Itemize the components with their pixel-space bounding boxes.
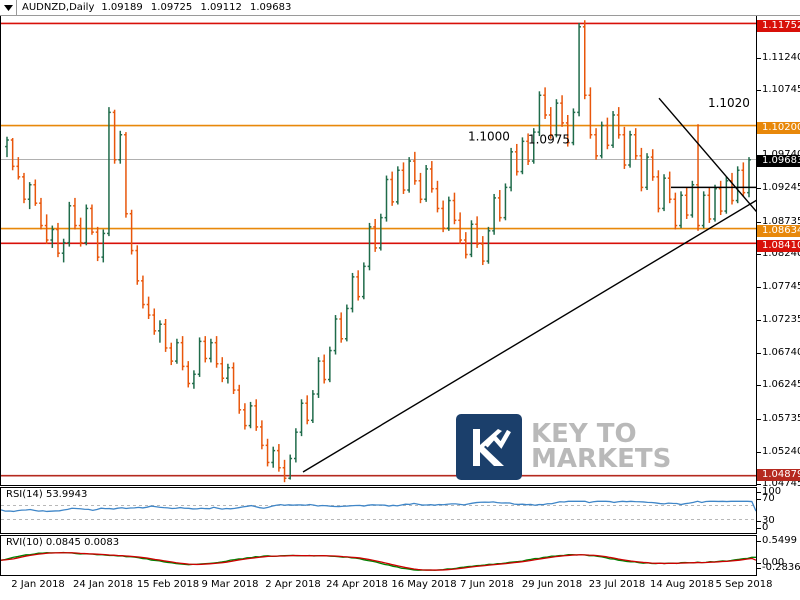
axis-tick (757, 541, 761, 542)
ohlc-low: 1.09112 (200, 2, 242, 13)
date-axis-label: 16 May 2018 (391, 579, 457, 590)
date-axis[interactable]: 2 Jan 2018 24 Jan 2018 15 Feb 2018 9 Mar 20… (0, 577, 800, 600)
price-level-badge[interactable]: 1.08410 (757, 240, 800, 252)
rvi-title: RVI(10) 0.0845 0.0083 (5, 537, 121, 548)
rsi-line (1, 500, 756, 513)
price-axis-label: 1.07745 (762, 281, 800, 292)
price-annotation: 1.0975 (528, 132, 570, 146)
watermark-text: KEY TO MARKETS (531, 419, 672, 474)
axis-tick (757, 499, 761, 500)
axis-tick (757, 484, 761, 485)
date-axis-label: 23 Jul 2018 (588, 579, 646, 590)
price-axis-label: 1.08240 (762, 248, 800, 259)
axis-tick (757, 385, 761, 386)
symbol-dropdown-button[interactable] (0, 0, 17, 15)
trendline-ascending-support[interactable] (302, 199, 756, 473)
watermark-line-2: MARKETS (531, 444, 672, 474)
trendline-descending-resistance[interactable] (658, 97, 756, 213)
date-axis-label: 9 Mar 2018 (201, 579, 259, 590)
ohlc-open: 1.09189 (101, 2, 143, 13)
price-level-badge[interactable]: 1.08634 (757, 225, 800, 237)
axis-tick (757, 58, 761, 59)
date-axis-label: 24 Jan 2018 (73, 579, 133, 590)
price-level-badge[interactable]: 1.04879 (757, 469, 800, 481)
rsi-panel[interactable]: RSI(14) 53.9943 (0, 487, 757, 534)
price-axis-label: 1.04745 (762, 478, 800, 489)
date-axis-label: 5 Sep 2018 (715, 579, 773, 590)
rvi-panel[interactable]: RVI(10) 0.0845 0.0083 (0, 535, 757, 576)
axis-tick (757, 563, 761, 564)
axis-tick (757, 353, 761, 354)
axis-tick (757, 254, 761, 255)
indicator-axis-label: 30 (762, 515, 775, 526)
date-axis-label: 29 Jun 2018 (521, 579, 583, 590)
date-axis-label: 15 Feb 2018 (136, 579, 200, 590)
price-axis[interactable]: 1.11240 1.10745 1.09740 1.09245 1.08735 1.082… (757, 16, 800, 576)
symbol-bar: AUDNZD,Daily 1.09189 1.09725 1.09112 1.0… (0, 0, 800, 16)
indicator-axis-label: 0 (762, 522, 769, 533)
price-level-badge[interactable]: 1.09683 (757, 155, 800, 167)
chevron-down-icon (3, 4, 13, 11)
axis-tick (757, 188, 761, 189)
price-axis-label: 1.09245 (762, 182, 800, 193)
rvi-plot (1, 536, 756, 575)
axis-tick (757, 90, 761, 91)
symbol-label: AUDNZD,Daily (22, 2, 95, 13)
price-axis-label: 1.06245 (762, 379, 800, 390)
axis-tick (757, 528, 761, 529)
indicator-axis-label: 70 (762, 493, 775, 504)
axis-tick (757, 521, 761, 522)
indicator-axis-label: 0.5499 (762, 535, 797, 546)
rvi-plot-svg (1, 551, 756, 571)
brand-watermark: KEY TO MARKETS (456, 414, 671, 480)
price-axis-label: 1.05240 (762, 446, 800, 457)
key-to-markets-logo-icon (456, 414, 522, 480)
price-axis-label: 1.09740 (762, 150, 800, 160)
price-axis-label: 1.10745 (762, 84, 800, 95)
ohlc-close: 1.09683 (250, 2, 292, 13)
price-axis-label: 1.08735 (762, 216, 800, 227)
date-axis-label: 2 Apr 2018 (265, 579, 321, 590)
indicator-axis-label: 100 (762, 486, 782, 497)
price-axis-label: 1.05735 (762, 413, 800, 424)
price-annotation: 1.1020 (708, 96, 750, 110)
ohlc-high: 1.09725 (150, 2, 193, 13)
axis-tick (757, 222, 761, 223)
date-axis-label: 7 Jun 2018 (460, 579, 514, 590)
price-annotation: 1.1000 (468, 129, 510, 143)
axis-tick (757, 452, 761, 453)
date-axis-label: 2 Jan 2018 (11, 579, 65, 590)
axis-tick (757, 287, 761, 288)
price-axis-label: 1.06740 (762, 347, 800, 358)
price-axis-label: 1.11240 (762, 52, 800, 63)
indicator-axis-label: 0.00 (762, 557, 785, 568)
date-axis-label: 14 Aug 2018 (649, 579, 715, 590)
rsi-plot (1, 488, 756, 533)
price-axis-label: 1.07235 (762, 314, 800, 325)
ohlc-readout: 1.09189 1.09725 1.09112 1.09683 (101, 2, 296, 13)
rsi-plot-svg (1, 500, 756, 520)
axis-tick (757, 568, 761, 569)
rvi-signal-line (1, 552, 756, 571)
axis-tick (757, 492, 761, 493)
indicator-axis-label: -0.2836 (762, 562, 800, 573)
axis-tick (757, 419, 761, 420)
price-level-badge[interactable]: 1.11752 (757, 20, 800, 32)
price-level-badge[interactable]: 1.10200 (757, 122, 800, 134)
watermark-line-1: KEY TO (531, 419, 637, 449)
price-chart-panel[interactable]: 1.1000 1.0975 1.1020 KEY TO MARKETS (0, 16, 757, 486)
rsi-title: RSI(14) 53.9943 (5, 489, 89, 500)
price-plot: 1.1000 1.0975 1.1020 (1, 16, 756, 485)
rvi-main-line (1, 551, 756, 571)
price-plot-svg: 1.1000 1.0975 1.1020 (1, 20, 756, 483)
date-axis-label: 24 Apr 2018 (326, 579, 388, 590)
ohlc-bars (5, 20, 751, 483)
axis-tick (757, 320, 761, 321)
